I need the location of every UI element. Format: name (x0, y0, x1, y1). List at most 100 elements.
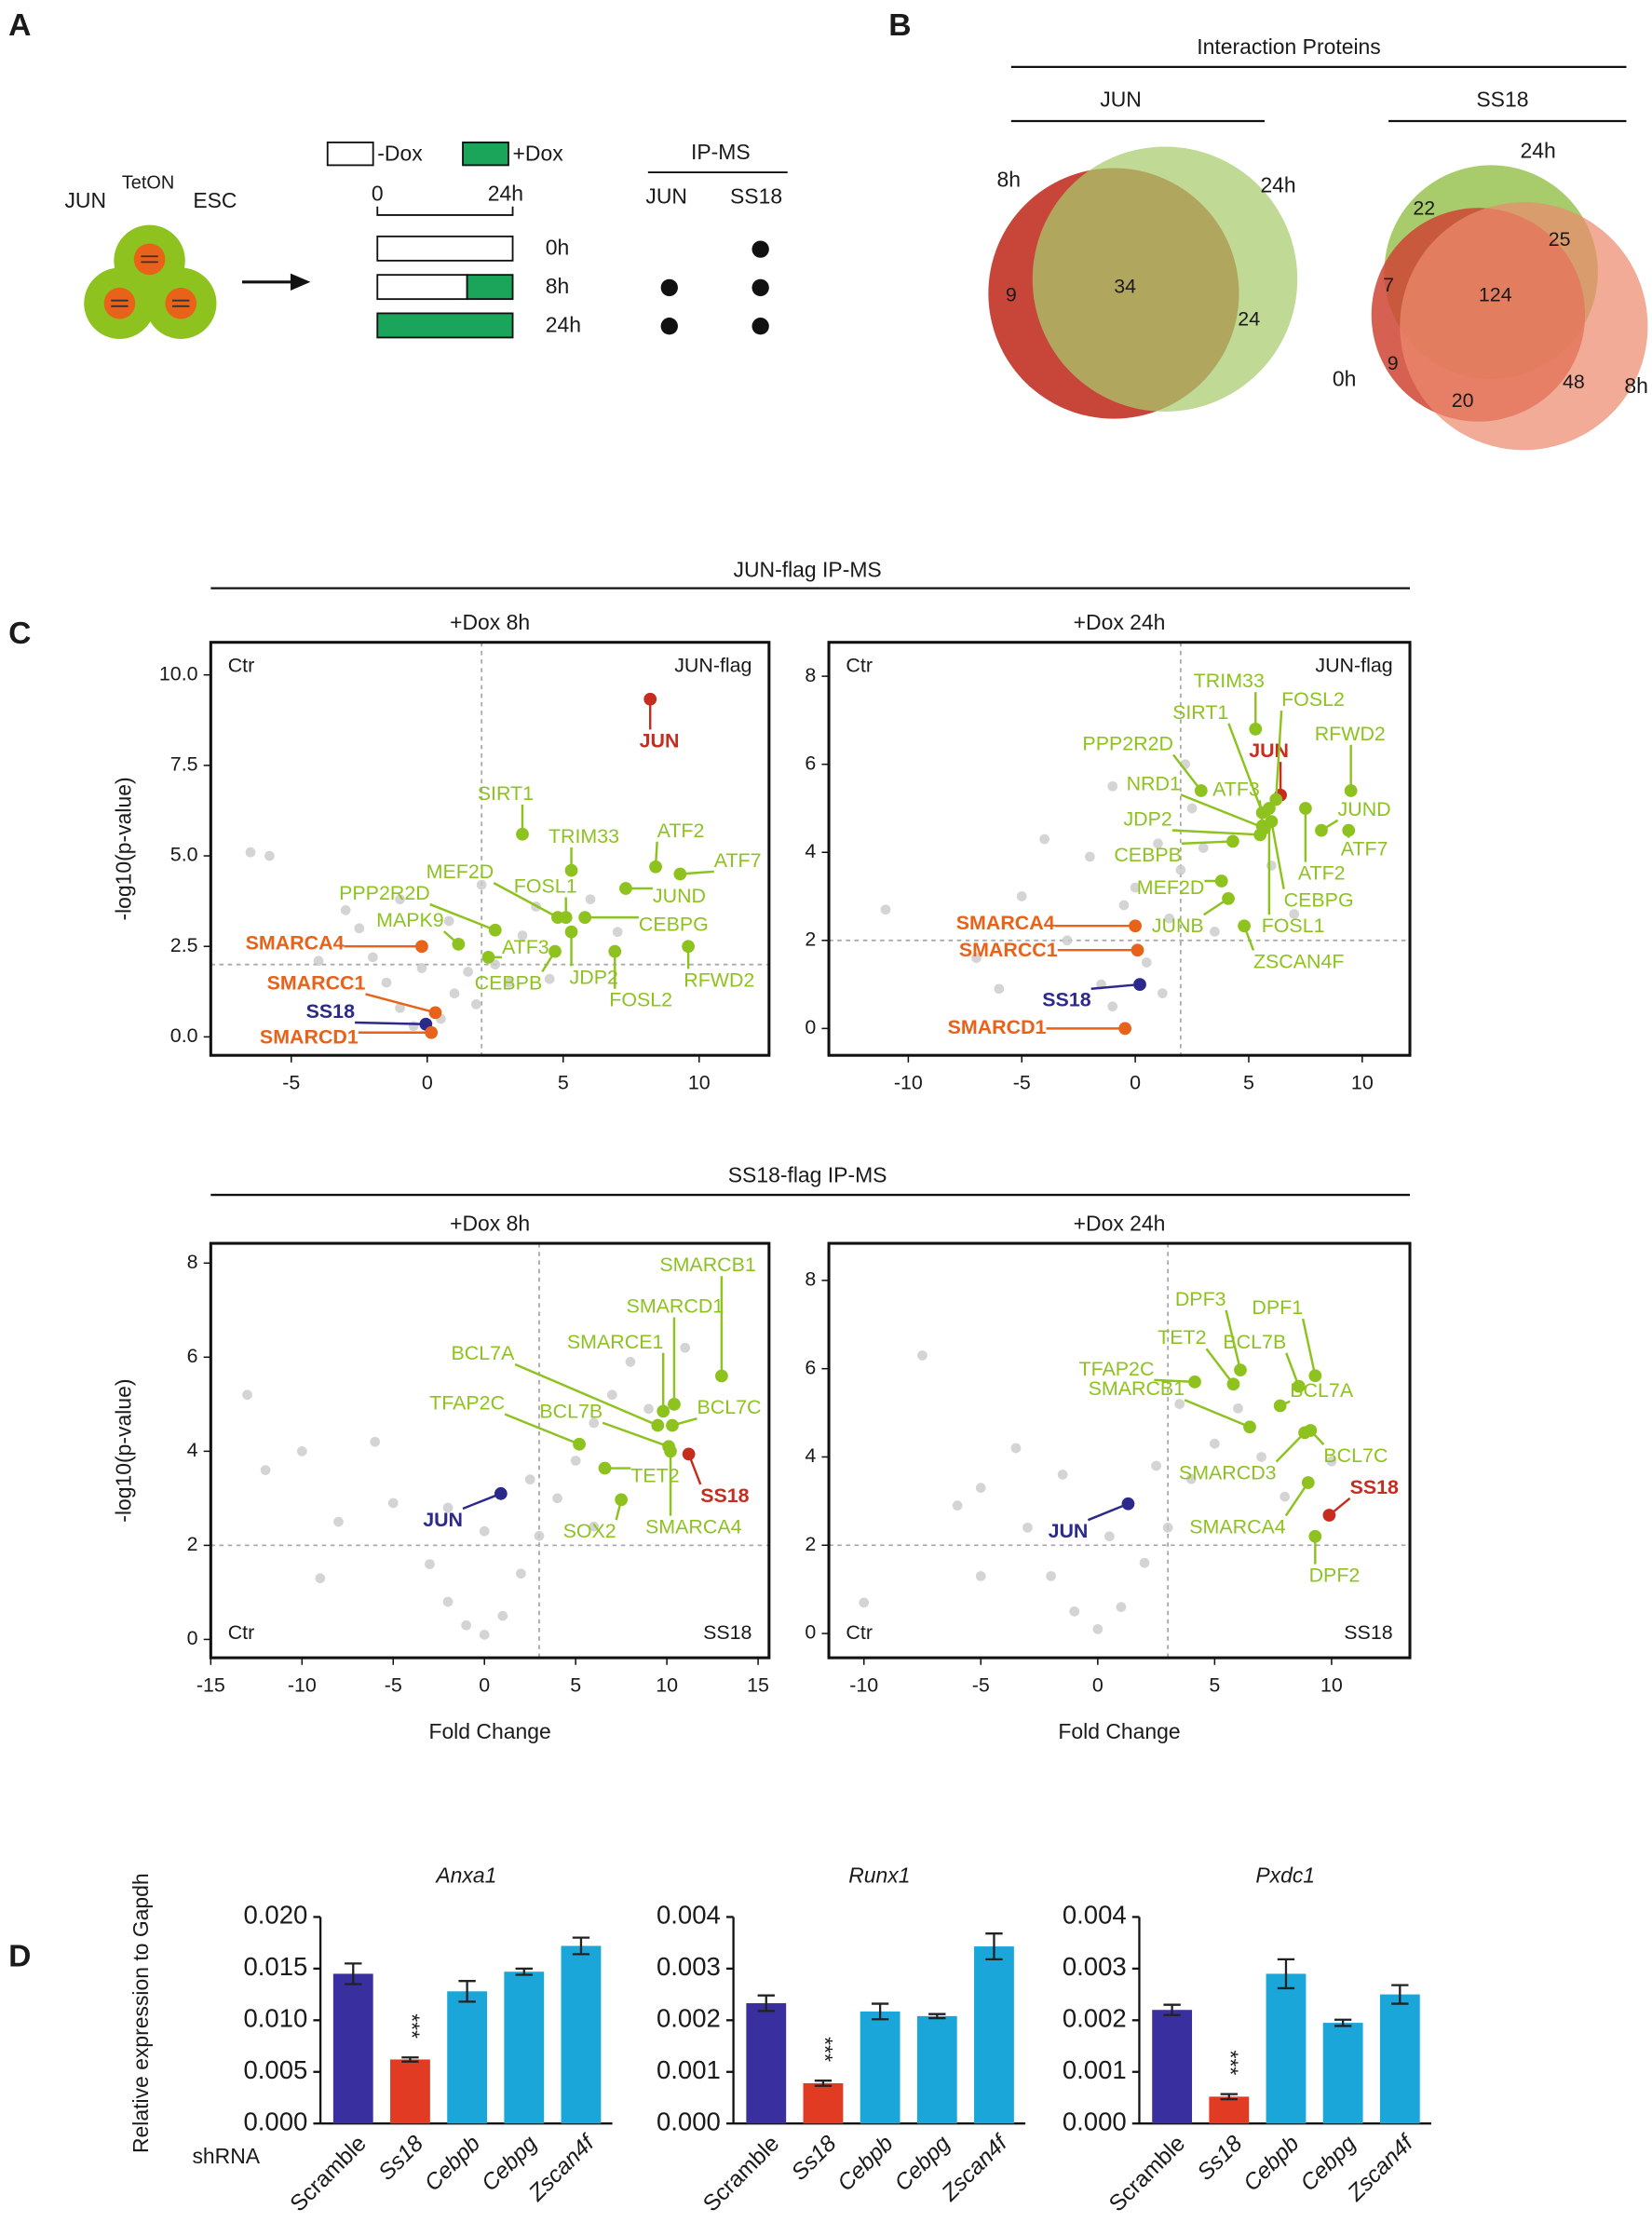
corner-label: Ctr (846, 1621, 873, 1644)
point-label: JUN (640, 729, 680, 752)
background-point (370, 1436, 381, 1447)
point-label: SMARCA4 (246, 932, 345, 955)
background-point (1069, 1606, 1080, 1617)
labeled-point (649, 860, 662, 874)
y-tick-label: 2 (187, 1533, 198, 1555)
x-tick-label: Cebpb (1239, 2131, 1304, 2196)
background-point (479, 1525, 490, 1537)
background-point (1174, 1399, 1185, 1409)
background-point (449, 988, 460, 999)
corner-label: Ctr (228, 1621, 255, 1644)
background-point (1153, 838, 1163, 849)
background-point (443, 915, 454, 927)
row-label: 8h (546, 274, 570, 298)
point-label: ATF2 (657, 820, 705, 842)
labeled-point (1265, 815, 1279, 829)
point-label: BCL7A (1290, 1379, 1354, 1402)
background-point (975, 1483, 986, 1493)
labeled-point (682, 940, 695, 954)
background-point (296, 1445, 307, 1457)
venn-title: SS18 (1476, 88, 1528, 112)
point-label: SIRT1 (1172, 701, 1228, 724)
ip-ms-column: SS18 (730, 184, 782, 209)
labeled-point (428, 1006, 442, 1020)
x-tick-label: Cebpb (420, 2131, 485, 2196)
background-point (479, 1630, 490, 1640)
y-tick-label: 4 (805, 840, 816, 862)
venn-count: 48 (1563, 371, 1585, 393)
background-point (1016, 891, 1027, 901)
arrow (241, 273, 311, 291)
x-tick-label: 5 (1209, 1674, 1220, 1696)
y-tick-label: 0.003 (657, 1952, 721, 1981)
point-label: SS18 (700, 1484, 749, 1507)
background-point (1107, 780, 1118, 792)
background-point (1151, 1460, 1161, 1471)
labeled-point (1269, 793, 1283, 806)
x-tick-label: -10 (894, 1071, 923, 1093)
x-tick-label: -5 (385, 1674, 402, 1696)
chart-title: +Dox 24h (1074, 610, 1166, 634)
legend-label: +Dox (513, 142, 564, 166)
background-point (1116, 1602, 1127, 1612)
background-point (315, 1573, 326, 1584)
leader-line (1274, 710, 1283, 800)
point-label: TET2 (1158, 1326, 1206, 1348)
labeled-point (1308, 1369, 1322, 1383)
error-bar (458, 1980, 476, 2003)
labeled-point (643, 692, 657, 706)
labeled-point (615, 1493, 629, 1507)
point-label: SMARCD1 (627, 1295, 724, 1318)
labeled-point (1299, 802, 1312, 815)
bar (504, 1972, 545, 2124)
legend-swatch (462, 142, 509, 167)
point-label: SMARCA4 (1189, 1516, 1286, 1538)
point-label: TRIM33 (548, 825, 619, 847)
point-label: SIRT1 (478, 782, 534, 805)
x-tick-label: -10 (288, 1674, 317, 1696)
error-bar (1334, 2018, 1352, 2027)
x-tick-label: 0 (479, 1674, 490, 1696)
venn-set: 24h (1260, 172, 1295, 196)
background-point (612, 927, 623, 938)
point-label: JUN (423, 1509, 463, 1531)
labeled-point (1344, 784, 1358, 797)
y-axis-title: Relative expression to Gapdh (129, 1873, 153, 2153)
point-label: TFAP2C (1079, 1358, 1155, 1380)
detection-dot (752, 240, 769, 258)
point-label: BCL7A (452, 1342, 516, 1364)
labeled-point (488, 923, 502, 937)
background-point (1198, 843, 1209, 853)
background-point (490, 959, 501, 970)
point-label: SOX2 (563, 1520, 616, 1542)
labeled-point (1315, 823, 1328, 837)
labeled-point (1133, 978, 1146, 991)
background-point (497, 1610, 508, 1621)
labeled-point (668, 1397, 681, 1411)
venn-count: 9 (1388, 352, 1399, 374)
labeled-point (452, 937, 466, 951)
panel-label: A (8, 8, 31, 43)
y-tick-label: 0.001 (1063, 2055, 1127, 2084)
leader-line (1225, 1309, 1242, 1371)
leader-line (1275, 1431, 1306, 1463)
y-tick-label: 0.020 (243, 1901, 307, 1930)
labeled-point (564, 863, 578, 877)
point-label: MEF2D (427, 861, 494, 883)
point-label: JUN (1049, 1520, 1089, 1542)
x-tick-label: 15 (747, 1674, 769, 1696)
y-tick-label: 7.5 (170, 753, 198, 776)
point-label: DPF2 (1309, 1565, 1361, 1587)
point-label: SMARCD1 (260, 1026, 359, 1049)
background-point (1186, 803, 1198, 814)
y-tick-label: 0 (805, 1016, 816, 1038)
ip-ms-title: IP-MS (691, 140, 751, 164)
y-tick-label: 10.0 (159, 662, 198, 684)
background-point (245, 847, 256, 858)
background-point (1092, 1623, 1104, 1634)
leader-line (1154, 1378, 1196, 1384)
background-point (425, 1559, 435, 1569)
error-bar (1163, 2003, 1181, 2016)
corner-label: Ctr (846, 654, 873, 676)
background-point (416, 963, 427, 973)
